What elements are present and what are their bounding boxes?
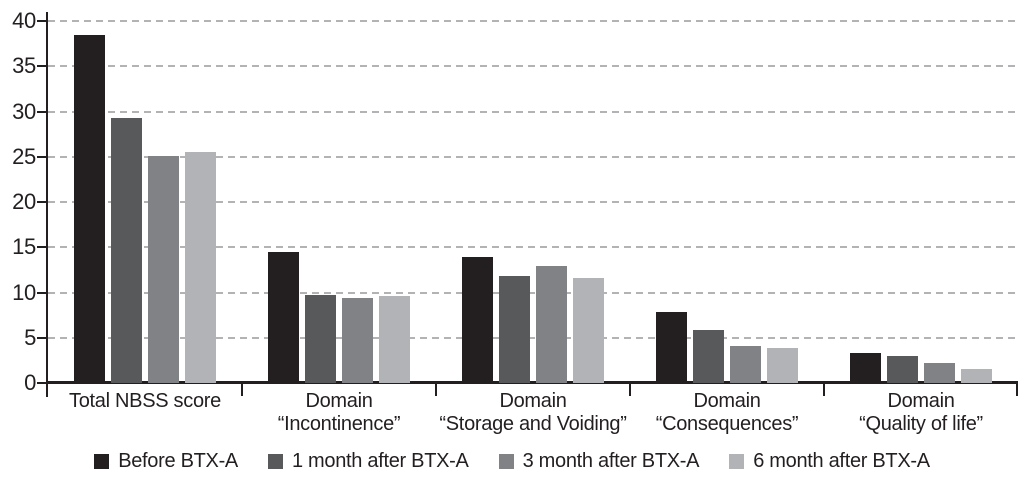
bar-6-month-after-btx-a <box>185 152 216 383</box>
axis-end-tick <box>1016 383 1018 396</box>
x-axis-label-3: Domain “Storage and Voiding” <box>436 390 630 436</box>
legend-item: Before BTX-A <box>94 451 238 471</box>
x-axis-label-line: “Storage and Voiding” <box>439 413 627 435</box>
y-axis-label-25: 25 <box>12 143 36 169</box>
category-boundary-tick <box>241 383 243 396</box>
y-axis-tick-15 <box>37 246 47 249</box>
bar-1-month-after-btx-a <box>305 295 336 383</box>
y-axis-label-0: 0 <box>24 370 36 395</box>
y-axis-tick-20 <box>37 201 47 203</box>
x-axis-label-line: Domain <box>499 390 567 412</box>
bar-1-month-after-btx-a <box>111 117 142 383</box>
y-axis-tick-0 <box>37 382 47 384</box>
legend-item: 1 month after BTX-A <box>267 450 469 472</box>
legend-swatch <box>94 453 110 469</box>
y-axis-label-20: 20 <box>12 189 36 214</box>
y-axis-tick-35 <box>37 65 47 68</box>
bar-1-month-after-btx-a <box>499 276 530 383</box>
legend-swatch <box>498 453 514 469</box>
y-axis-label-15: 15 <box>12 234 36 260</box>
category-boundary-tick <box>823 383 825 396</box>
y-axis-tick-5 <box>37 336 47 339</box>
x-axis-label-line: Domain <box>305 390 373 412</box>
bar-6-month-after-btx-a <box>573 278 604 383</box>
x-axis-label-line: “Consequences” <box>655 413 799 435</box>
bar-3-month-after-btx-a <box>536 266 567 383</box>
bar-1-month-after-btx-a <box>693 329 724 383</box>
y-axis-tick-40 <box>37 20 47 22</box>
bar-group-4 <box>630 0 824 383</box>
gridline-35 <box>48 65 1018 68</box>
y-axis-tick-25 <box>37 155 47 158</box>
x-axis-line <box>48 381 1018 384</box>
gridline-25 <box>48 155 1018 158</box>
bar-before-btx-a <box>656 311 687 383</box>
legend-label: Before BTX-A <box>118 450 238 472</box>
bar-before-btx-a <box>462 257 493 383</box>
y-axis-line <box>46 12 48 397</box>
gridline-10 <box>48 291 1018 294</box>
bar-6-month-after-btx-a <box>961 368 992 383</box>
x-axis-label-line: Total NBSS score <box>69 390 221 412</box>
category-boundary-tick <box>435 383 437 396</box>
x-axis-label-line: Domain <box>693 390 761 412</box>
x-axis-label-line: “Incontinence” <box>277 413 401 435</box>
bar-group-3 <box>436 0 630 383</box>
y-axis-label-10: 10 <box>12 279 36 305</box>
gridline-20 <box>48 201 1018 203</box>
bar-group-1 <box>48 0 242 383</box>
bar-1-month-after-btx-a <box>887 355 918 383</box>
bar-group-2 <box>242 0 436 383</box>
category-boundary-tick <box>629 383 631 396</box>
plot-area <box>48 0 1018 383</box>
bar-6-month-after-btx-a <box>379 296 410 383</box>
legend-label: 6 month after BTX-A <box>753 450 930 472</box>
bar-3-month-after-btx-a <box>342 297 373 383</box>
legend-swatch <box>267 453 283 469</box>
bar-before-btx-a <box>268 251 299 383</box>
x-axis-label-1: Total NBSS score <box>48 390 242 413</box>
x-axis-label-line: “Quality of life” <box>859 413 983 435</box>
x-axis-label-2: Domain “Incontinence” <box>242 390 436 436</box>
y-axis-label-40: 40 <box>12 8 36 33</box>
legend-swatch <box>729 453 745 469</box>
x-axis-label-5: Domain “Quality of life” <box>824 390 1018 436</box>
gridline-15 <box>48 246 1018 249</box>
y-axis-label-35: 35 <box>12 53 36 79</box>
y-axis-tick-30 <box>37 110 47 113</box>
y-axis-tick-10 <box>37 291 47 294</box>
bar-before-btx-a <box>850 353 881 383</box>
legend-item: 6 month after BTX-A <box>729 451 930 471</box>
y-axis-label-30: 30 <box>12 98 36 124</box>
legend-item: 3 month after BTX-A <box>498 450 700 472</box>
bar-3-month-after-btx-a <box>924 363 955 383</box>
bar-group-5 <box>824 0 1018 383</box>
gridline-5 <box>48 336 1018 339</box>
bar-3-month-after-btx-a <box>148 155 179 383</box>
gridline-40 <box>48 20 1018 22</box>
legend: Before BTX-A 1 month after BTX-A 3 month a… <box>0 451 1024 471</box>
legend-label: 1 month after BTX-A <box>291 450 469 472</box>
bar-3-month-after-btx-a <box>730 345 761 383</box>
y-axis-label-5: 5 <box>24 324 36 350</box>
gridline-30 <box>48 110 1018 113</box>
x-axis-label-line: Domain <box>887 390 955 412</box>
x-axis-label-4: Domain “Consequences” <box>630 390 824 436</box>
bar-6-month-after-btx-a <box>767 347 798 383</box>
legend-label: 3 month after BTX-A <box>522 450 700 472</box>
bar-before-btx-a <box>74 34 105 383</box>
